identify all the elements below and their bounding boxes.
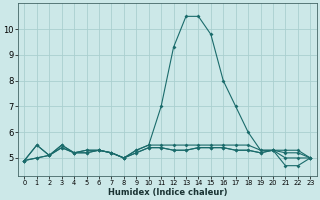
X-axis label: Humidex (Indice chaleur): Humidex (Indice chaleur): [108, 188, 227, 197]
